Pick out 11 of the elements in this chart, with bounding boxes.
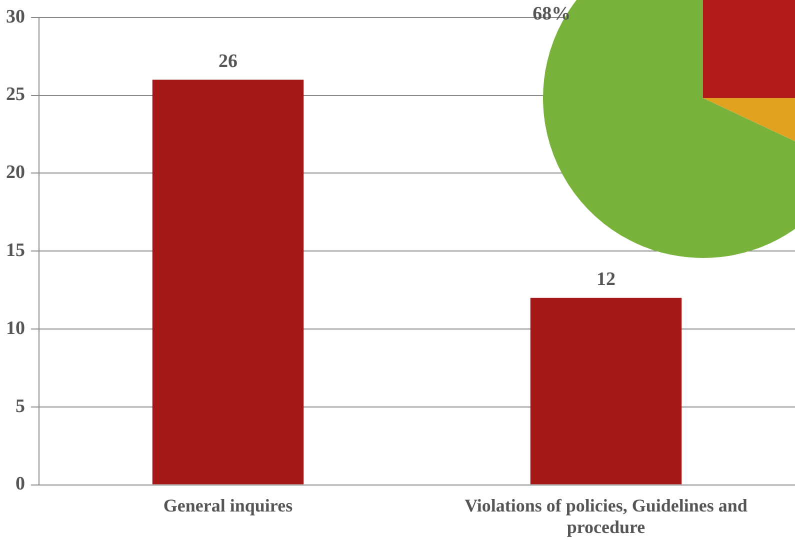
y-tick-label: 10 [6, 318, 25, 339]
data-label: 26 [218, 51, 238, 72]
data-label: 12 [596, 269, 616, 290]
y-tick-label: 15 [6, 240, 25, 262]
y-tick-label: 20 [6, 162, 25, 184]
x-tick-label: Violations of policies, Guidelines and procedure [464, 495, 748, 537]
y-tick-label: 0 [16, 474, 25, 495]
y-tick-label: 5 [16, 396, 25, 417]
x-tick-label: General inquires [163, 495, 293, 516]
y-tick-label: 25 [6, 84, 25, 106]
y-tick-label: 30 [6, 6, 25, 28]
